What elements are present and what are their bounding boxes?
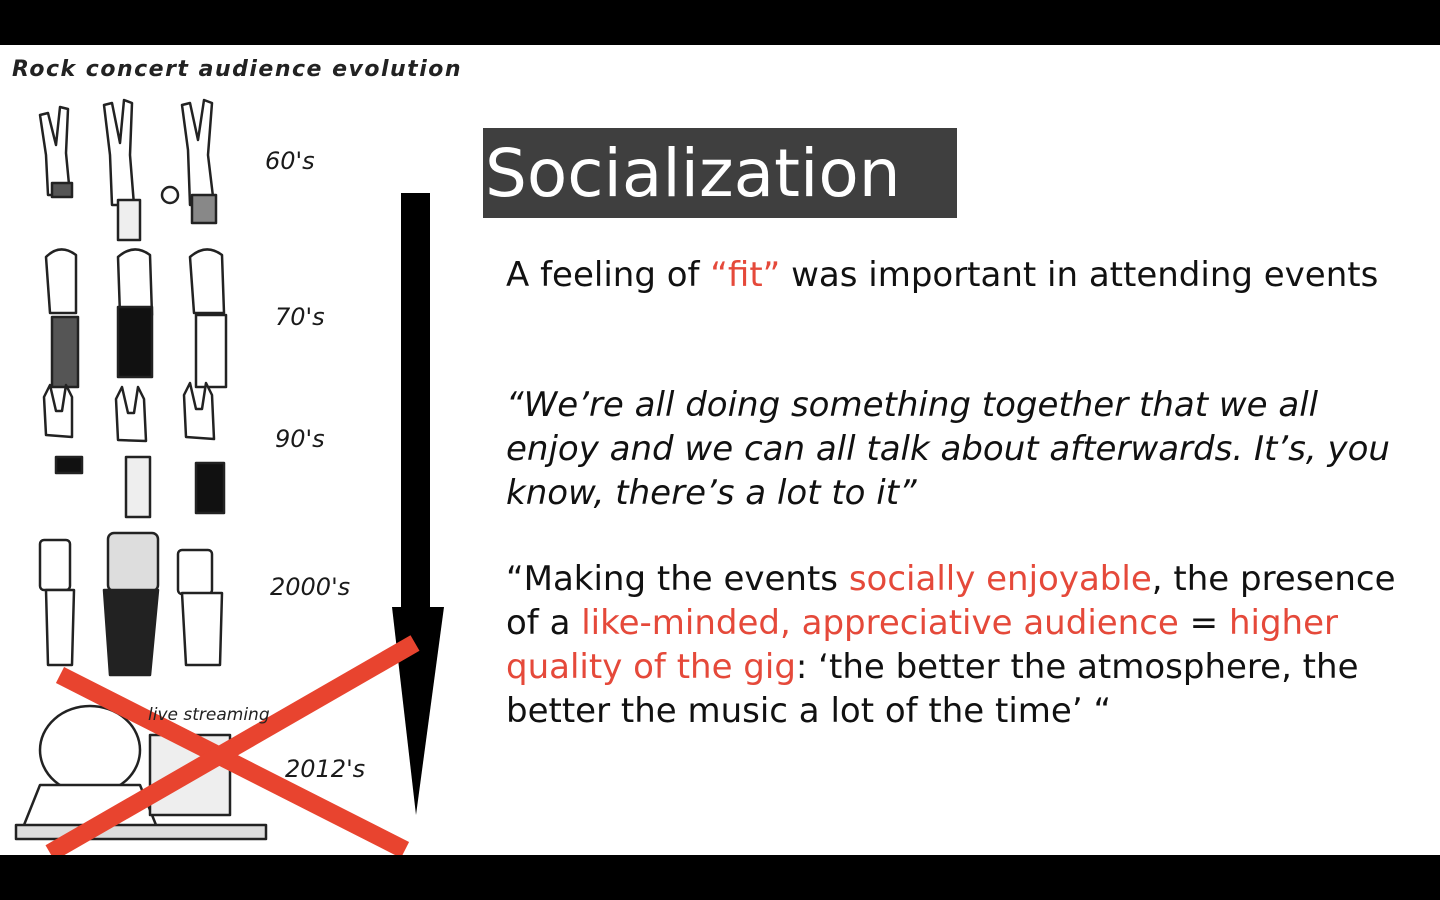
slide: Rock concert audience evolution 60's 70'…	[0, 45, 1440, 855]
red-cross-icon	[45, 635, 420, 855]
paragraph-fit: A feeling of “fit” was important in atte…	[506, 253, 1406, 297]
p3-text-4: : ‘the better the atmosphere, the better…	[506, 647, 1359, 731]
era-label-2012s: 2012's	[285, 755, 366, 783]
p1-highlight: “fit”	[710, 255, 781, 295]
phone-hand-icon	[38, 531, 224, 677]
p3-text-2: , the presence of a	[506, 559, 1396, 643]
slide-title-box: Socialization	[483, 128, 957, 218]
era-label-90s: 90's	[275, 425, 325, 453]
p3-highlight-2: like-minded, appreciative audience	[581, 603, 1179, 643]
comic-title: Rock concert audience evolution	[12, 57, 463, 82]
slide-title: Socialization	[485, 134, 901, 212]
p3-highlight-1: socially enjoyable	[848, 559, 1152, 599]
fist-icon	[44, 248, 228, 389]
era-label-70s: 70's	[275, 303, 325, 331]
paragraph-quality: “Making the events socially enjoyable, t…	[506, 557, 1406, 733]
stream-label: live streaming	[148, 705, 270, 725]
peace-hand-icon	[38, 98, 218, 242]
era-label-60s: 60's	[265, 147, 315, 175]
comic-drawing	[14, 98, 444, 855]
era-label-2000s: 2000's	[270, 573, 351, 601]
p1-text-post: was important in attending events	[780, 255, 1379, 295]
p3-text-1: “Making the events	[506, 559, 849, 599]
p3-highlight-3: higher quality of the gig	[506, 603, 1338, 687]
down-arrow-icon	[392, 193, 444, 815]
horns-hand-icon	[42, 381, 226, 519]
p1-text-pre: A feeling of	[506, 255, 711, 295]
quote-paragraph: “We’re all doing something together that…	[506, 385, 1390, 513]
p3-text-3: =	[1178, 603, 1229, 643]
comic-image: Rock concert audience evolution 60's 70'…	[0, 45, 470, 855]
